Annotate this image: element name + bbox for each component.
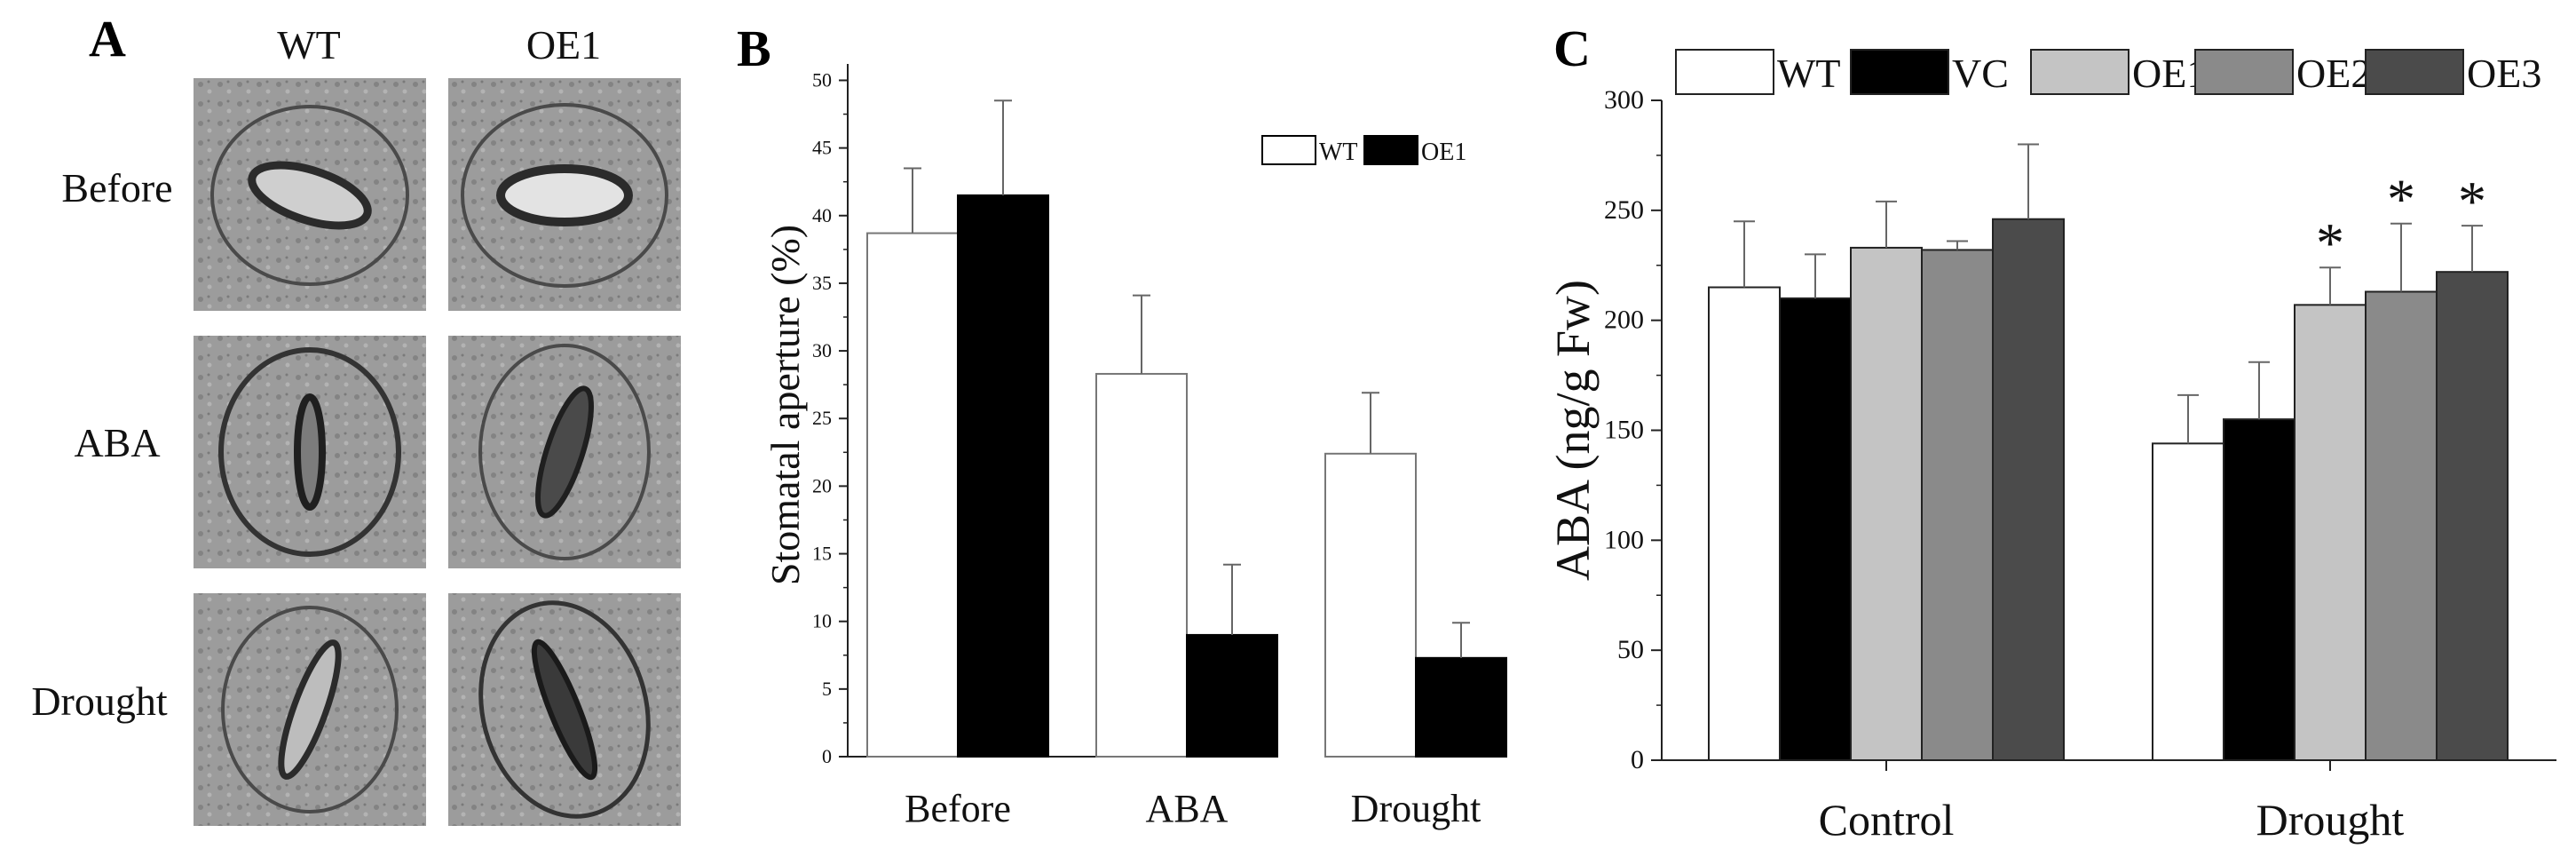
chart-b-y-tick-label: 0 [822, 745, 832, 767]
chart-b-y-axis-label: Stomatal aperture (%) [763, 225, 808, 585]
chart-b-y-tick-label: 50 [812, 68, 832, 91]
chart-c-bar-oe1-control [1850, 246, 1923, 762]
row-label-drought: Drought [31, 679, 168, 724]
chart-b-legend-swatch-wt [1261, 135, 1316, 165]
chart-b-legend-label-wt: WT [1319, 139, 1358, 166]
chart-c-y-tick-label: 300 [1604, 85, 1644, 115]
chart-c-legend-swatch-oe2 [2194, 49, 2294, 95]
column-label-wt: WT [277, 22, 341, 67]
chart-c-legend-label-vc: VC [1952, 51, 2009, 96]
micrograph-oe1-drought [448, 593, 681, 826]
chart-c-legend-swatch-oe3 [2365, 49, 2464, 95]
chart-c-y-tick-label: 0 [1631, 745, 1644, 774]
chart-b-bar-wt-aba [1095, 372, 1188, 758]
micrograph-wt-drought [194, 593, 426, 826]
chart-c-y-tick-label: 200 [1604, 306, 1644, 335]
chart-b-y-tick-label: 25 [812, 407, 832, 429]
micrograph-wt-aba [194, 336, 426, 568]
chart-c: 0 50 100 150 200 250 300 ABA (ng/g Fw) Control * *… [1546, 49, 2556, 845]
chart-c-legend-swatch-vc [1850, 49, 1949, 95]
chart-c-legend-label-oe2: OE2 [2296, 51, 2371, 96]
column-label-oe1: OE1 [526, 22, 601, 67]
micrograph-oe1-before [448, 78, 681, 311]
chart-c-y-axis-label: ABA (ng/g Fw) [1546, 280, 1600, 581]
chart-b-x-tick-label: ABA [1146, 787, 1229, 830]
chart-b-y-tick-label: 30 [812, 339, 832, 361]
chart-b-bar-oe1-drought [1415, 656, 1507, 758]
chart-c-bar-oe3-drought [2436, 271, 2509, 761]
chart-c-legend-label-oe3: OE3 [2467, 51, 2541, 96]
chart-b-y-tick-label: 40 [812, 204, 832, 226]
panel-b: B 0 5 10 15 20 25 30 35 40 45 50 Stomatal aperture … [737, 20, 1507, 830]
chart-b-legend-label-oe1: OE1 [1421, 139, 1466, 166]
chart-c-bar-wt-drought [2152, 442, 2224, 761]
chart-c-bar-vc-control [1779, 297, 1852, 761]
micrograph-wt-before [194, 78, 426, 311]
chart-c-legend-label-wt: WT [1777, 51, 1841, 96]
chart-c-bar-wt-control [1708, 286, 1781, 761]
micrograph-oe1-aba [448, 336, 681, 568]
chart-b-y-tick-label: 35 [812, 272, 832, 294]
panel-c: C 0 50 100 150 200 250 300 ABA (ng/g Fw) Control… [1546, 20, 2556, 845]
chart-c-legend: WT VC OE1 OE2 OE3 [1675, 49, 2541, 96]
chart-b-y-tick-label: 5 [822, 678, 832, 700]
chart-b-bar-oe1-aba [1186, 633, 1278, 758]
chart-b-y-tick-label: 45 [812, 137, 832, 159]
chart-b-bar-wt-drought [1324, 452, 1417, 758]
panel-a: A WT OE1 Before ABA Drought [31, 10, 681, 826]
chart-c-bar-oe3-control [1992, 218, 2065, 762]
chart-c-x-tick-label: Control [1819, 795, 1955, 845]
chart-c-y-tick-label: 250 [1604, 195, 1644, 225]
chart-b-y-tick-label: 10 [812, 610, 832, 632]
panel-c-letter: C [1553, 20, 1591, 77]
chart-b-bar-wt-before [866, 232, 959, 758]
chart-b: 0 5 10 15 20 25 30 35 40 45 50 Stomatal aperture (%… [763, 64, 1507, 830]
chart-c-significance-star: * [2316, 211, 2344, 274]
chart-c-y-tick-label: 100 [1604, 525, 1644, 554]
chart-b-y-tick-label: 15 [812, 543, 832, 565]
chart-c-bar-oe2-drought [2365, 290, 2438, 762]
chart-b-legend-swatch-oe1 [1363, 135, 1418, 165]
panel-b-letter: B [737, 20, 771, 77]
chart-c-bar-vc-drought [2223, 418, 2295, 761]
chart-b-legend: WT OE1 [1261, 135, 1466, 166]
panel-a-letter: A [89, 10, 126, 67]
chart-b-y-tick-label: 20 [812, 474, 832, 496]
chart-c-legend-swatch-oe1 [2030, 49, 2130, 95]
chart-c-y-tick-label: 150 [1604, 416, 1644, 445]
chart-c-x-tick-label: Drought [2256, 795, 2405, 845]
chart-c-bar-oe2-control [1921, 249, 1994, 761]
chart-c-legend-swatch-wt [1675, 49, 1774, 95]
chart-c-significance-star: * [2387, 168, 2415, 231]
row-label-before: Before [61, 165, 172, 210]
chart-c-significance-star: * [2458, 170, 2486, 233]
chart-b-x-tick-label: Drought [1351, 787, 1482, 830]
chart-b-bar-oe1-before [957, 194, 1049, 758]
chart-c-bar-oe1-drought [2294, 304, 2367, 761]
chart-b-x-tick-label: Before [905, 787, 1011, 830]
row-label-aba: ABA [74, 420, 160, 465]
chart-c-y-tick-label: 50 [1617, 635, 1644, 664]
